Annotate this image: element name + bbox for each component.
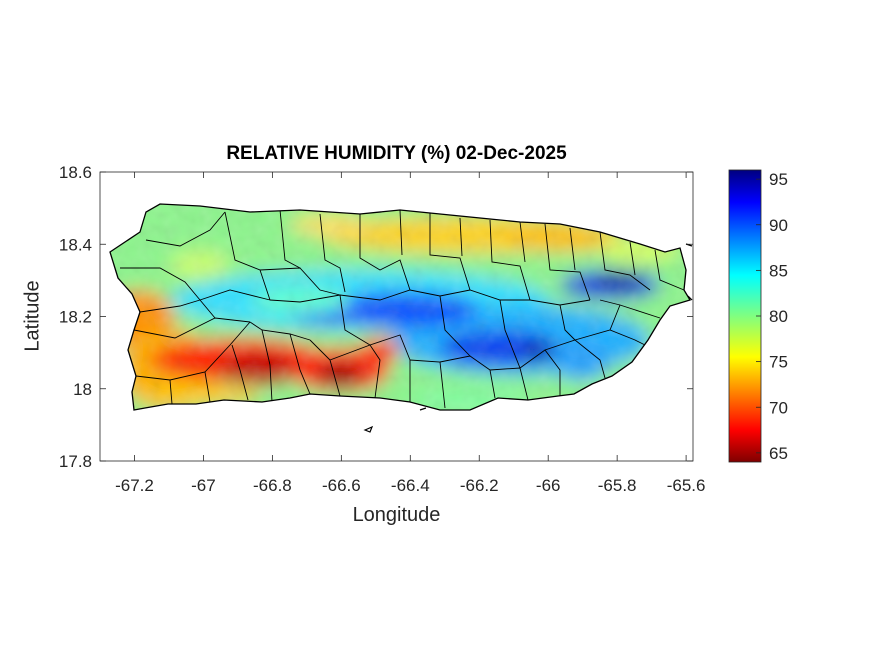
colorbar-tick-label: 65	[769, 444, 788, 463]
y-tick-label: 18	[73, 380, 92, 399]
chart-title: RELATIVE HUMIDITY (%) 02-Dec-2025	[226, 143, 567, 164]
colorbar-tick-label: 75	[769, 353, 788, 372]
municipality-boundaries	[120, 209, 685, 409]
x-tick-label: -65.8	[598, 476, 637, 495]
colorbar-ticks: 65 70 75 80 85 90 95	[756, 170, 788, 463]
colorbar-tick-label: 95	[769, 170, 788, 189]
y-tick-label: 18.2	[59, 308, 92, 327]
x-axis-ticks: -67.2 -67 -66.8 -66.6 -66.4 -66.2 -66 -65.8 -65.…	[115, 172, 705, 495]
x-tick-label: -66.8	[253, 476, 292, 495]
y-axis-ticks: 17.8 18 18.2 18.4 18.6	[59, 163, 693, 471]
x-tick-label: -66.4	[391, 476, 430, 495]
y-axis-label: Latitude	[21, 280, 44, 352]
y-tick-label: 18.6	[59, 163, 92, 182]
humidity-field	[110, 204, 690, 410]
colorbar-tick-label: 85	[769, 261, 788, 280]
x-tick-label: -66.2	[460, 476, 499, 495]
x-tick-label: -67.2	[115, 476, 154, 495]
y-tick-label: 18.4	[59, 235, 92, 254]
colorbar-tick-label: 80	[769, 307, 788, 326]
colorbar	[728, 169, 762, 463]
x-tick-label: -66	[536, 476, 561, 495]
colorbar-tick-label: 90	[769, 216, 788, 235]
y-tick-label: 17.8	[59, 452, 92, 471]
x-axis-label: Longitude	[352, 504, 441, 526]
x-tick-label: -65.6	[667, 476, 706, 495]
x-tick-label: -66.6	[322, 476, 361, 495]
x-tick-label: -67	[191, 476, 216, 495]
colorbar-tick-label: 70	[769, 398, 788, 417]
